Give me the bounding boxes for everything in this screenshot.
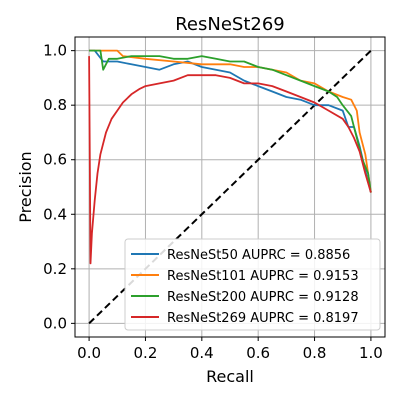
legend-entry-0: ResNeSt50 AUPRC = 0.8856 <box>167 248 350 263</box>
x-axis-label: Recall <box>206 367 254 386</box>
x-tick-label: 0.8 <box>303 344 327 362</box>
series-line-2 <box>89 49 372 193</box>
y-tick-label: 1.0 <box>43 42 67 60</box>
x-tick-label: 1.0 <box>359 344 383 362</box>
y-tick-label: 0.6 <box>43 151 67 169</box>
legend-box <box>124 238 381 331</box>
axis-ticks: 0.0 0.2 0.4 0.6 0.8 1.0 0.0 0.2 0.4 0.6 0.8 1.0 <box>43 42 383 362</box>
series-line-3 <box>88 56 372 265</box>
x-tick-label: 0.0 <box>77 344 101 362</box>
x-tick-label: 0.2 <box>134 344 158 362</box>
legend-entry-1: ResNeSt101 AUPRC = 0.9153 <box>167 269 359 284</box>
legend-entry-3: ResNeSt269 AUPRC = 0.8197 <box>167 311 359 326</box>
legend: ResNeSt50 AUPRC = 0.8856 ResNeSt101 AUPRC… <box>124 238 381 331</box>
series-lines <box>88 49 372 265</box>
chart-title: ResNeSt269 <box>175 14 285 35</box>
y-tick-label: 0.4 <box>43 205 67 223</box>
plot-frame <box>74 36 386 338</box>
y-tick-label: 0.2 <box>43 260 67 278</box>
legend-entry-2: ResNeSt200 AUPRC = 0.9128 <box>167 290 359 305</box>
x-tick-label: 0.4 <box>190 344 214 362</box>
y-tick-label: 0.8 <box>43 96 67 114</box>
y-axis-label: Precision <box>16 151 35 222</box>
y-tick-label: 0.0 <box>43 314 67 332</box>
x-tick-label: 0.6 <box>246 344 270 362</box>
